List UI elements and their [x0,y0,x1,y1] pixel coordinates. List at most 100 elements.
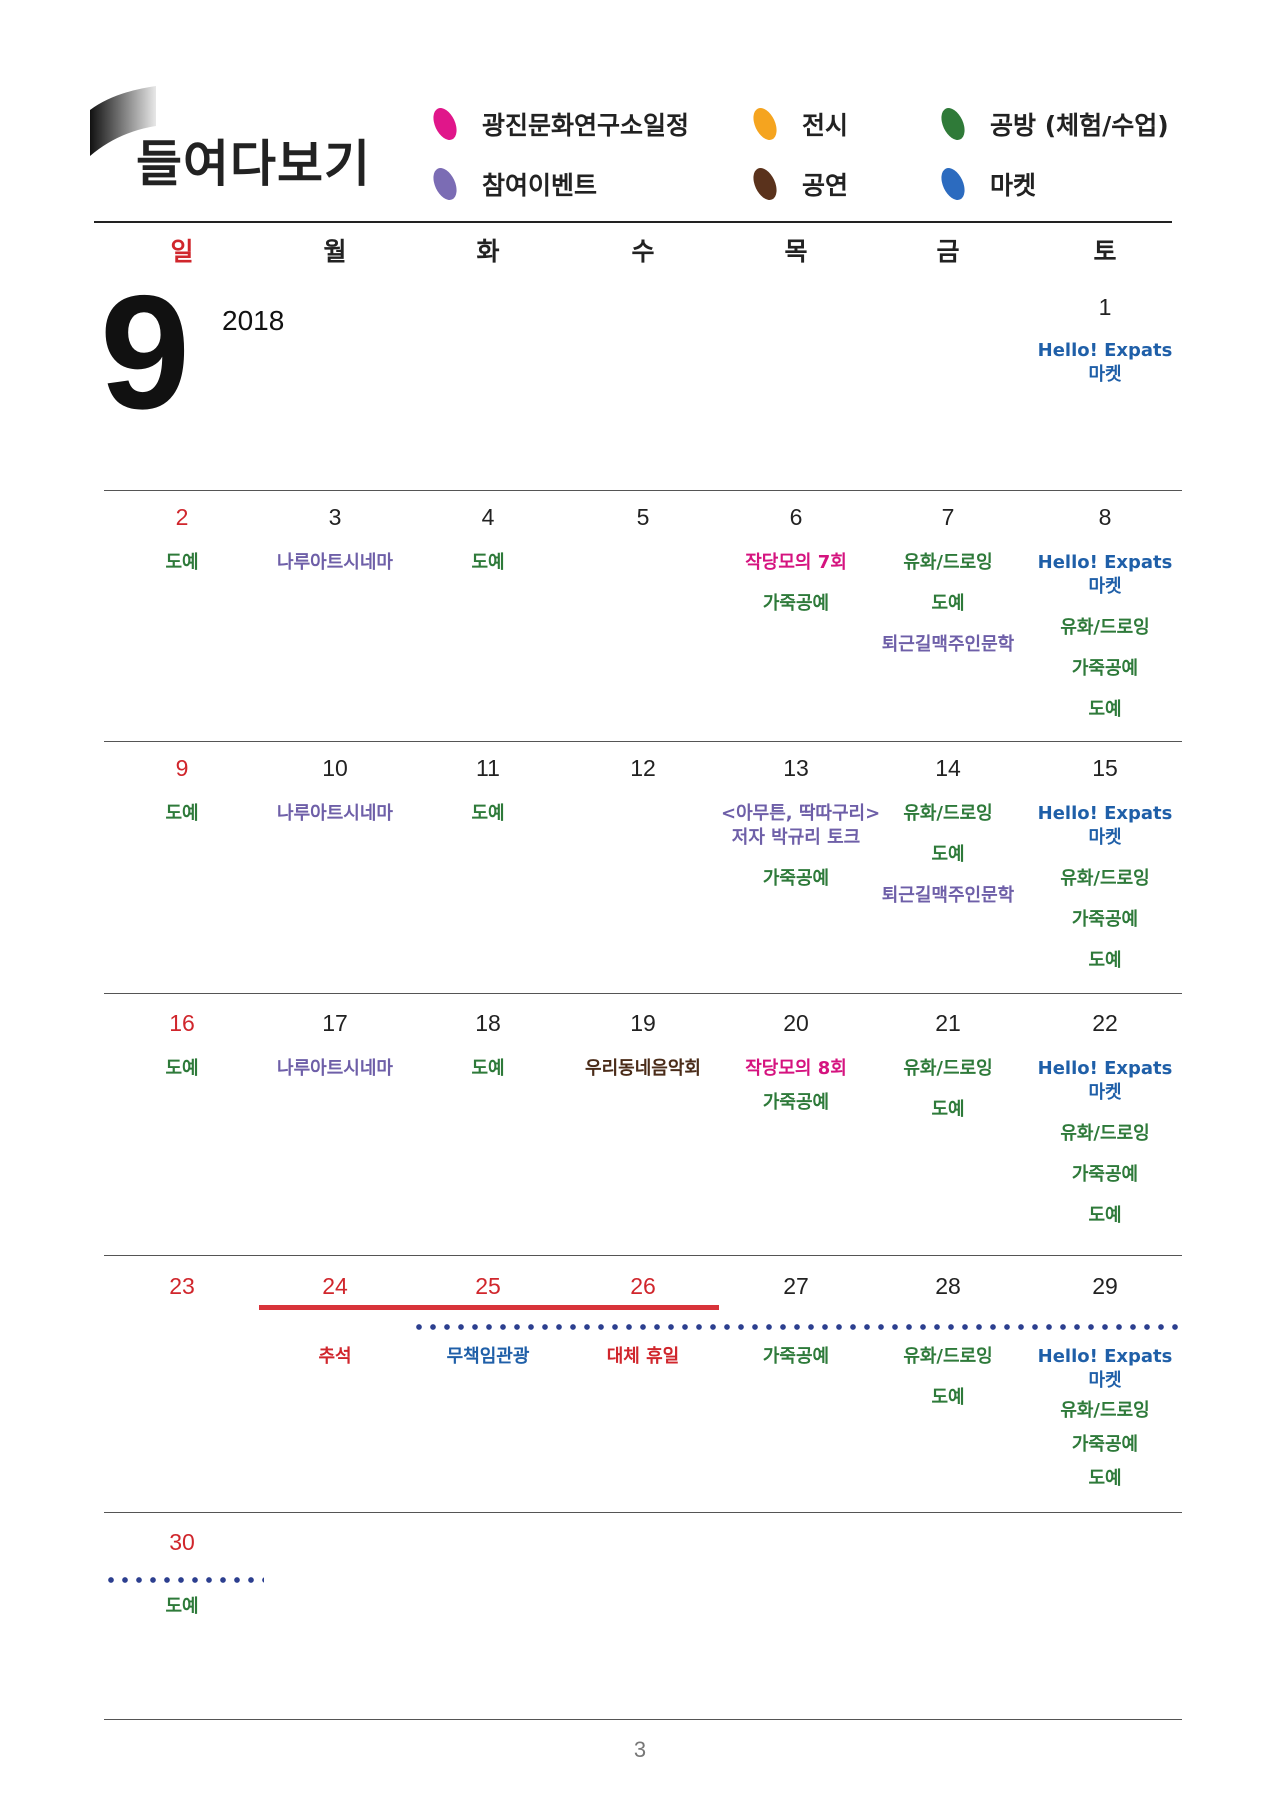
event-painting: 유화/드로잉 [903,552,993,573]
event-painting: 유화/드로잉 [1060,1123,1150,1144]
day-cell-1: 1 Hello! Expats 마켓 [1030,292,1180,405]
day-number: 17 [322,1010,348,1036]
day-cell-17: 17 나루아트시네마 [260,1008,410,1099]
day-number: 14 [935,755,961,781]
event-humanities: 퇴근길맥주인문학 [881,634,1015,655]
day-cell-6: 6 작당모의 7회 가죽공예 [721,502,871,634]
weekday-sat: 토 [1093,237,1117,266]
day-cell-10: 10 나루아트시네마 [260,753,410,844]
day-number: 28 [935,1273,961,1299]
event-pottery: 도예 [931,593,965,614]
day-number: 6 [789,504,803,530]
weekday-thu: 목 [784,237,808,266]
day-cell-22: 22 Hello! Expats 마켓 유화/드로잉 가죽공예 도예 [1030,1008,1180,1246]
day-number: 27 [783,1273,809,1299]
legend-item-exhibition: 전시 [752,104,848,144]
day-number: 10 [322,755,348,781]
day-number: 20 [783,1010,809,1036]
event-author-talk: <아무튼, 딱따구리> [721,803,881,824]
event-pottery: 도예 [1088,1468,1122,1489]
event-free-admission: 무책임관광 [446,1346,530,1367]
event-painting: 유화/드로잉 [903,1058,993,1079]
event-pottery: 도예 [471,552,505,573]
day-cell-28: 28 유화/드로잉 도예 [873,1271,1023,1428]
month-number: 9 [100,262,191,443]
day-cell-18: 18 도예 [413,1008,563,1099]
day-number: 30 [169,1529,195,1555]
day-cell-5: 5 [568,502,718,532]
event-pottery: 도예 [165,1596,199,1617]
day-cell-26: 26 대체 휴일 [568,1271,718,1387]
legend-item-event: 참여이벤트 [432,164,597,204]
day-number: 16 [169,1010,195,1036]
day-cell-3: 3 나루아트시네마 [260,502,410,593]
blue-leaf-icon [941,168,965,200]
event-writer: 작당모의 8회 [745,1058,847,1079]
day-cell-16: 16 도예 [107,1008,257,1099]
day-cell-4: 4 도예 [413,502,563,593]
row-divider [104,993,1182,994]
event-leather: 가죽공예 [1071,1434,1139,1455]
event-author-talk: 저자 박규리 토크 [731,827,861,848]
day-number: 23 [169,1273,195,1299]
year-label: 2018 [222,305,285,336]
weekday-sun: 일 [170,237,194,266]
day-number: 1 [1098,294,1112,320]
day-number: 7 [941,504,955,530]
event-market: Hello! Expats [1037,552,1173,573]
event-pottery: 도예 [931,1099,965,1120]
event-substitute-holiday: 대체 휴일 [606,1346,680,1367]
page-title: 들여다보기 [136,134,371,193]
event-market: 마켓 [1088,1082,1122,1103]
row-divider [104,490,1182,491]
legend-item-workshop: 공방 (체험/수업) [940,104,1169,144]
event-pottery: 도예 [471,1058,505,1079]
day-cell-9: 9 도예 [107,753,257,844]
event-pottery: 도예 [165,1058,199,1079]
day-cell-30: 30 도예 [107,1527,257,1637]
legend-label: 마켓 [990,171,1037,200]
event-market: Hello! Expats [1037,1346,1173,1367]
event-pottery: 도예 [931,1387,965,1408]
event-pottery: 도예 [1088,950,1122,971]
green-leaf-icon [941,108,965,140]
event-cinema: 나루아트시네마 [277,803,393,824]
event-market: 마켓 [1088,576,1122,597]
dotted-period-line [104,1577,264,1583]
legend-item-lab: 광진문화연구소일정 [432,104,689,144]
event-chuseok: 추석 [318,1346,352,1367]
legend-item-performance: 공연 [752,164,848,204]
event-cinema: 나루아트시네마 [277,552,393,573]
day-number: 2 [175,504,189,530]
day-cell-27: 27 가죽공예 [721,1271,871,1387]
event-leather: 가죽공예 [762,1346,830,1367]
weekday-mon: 월 [323,237,347,266]
event-painting: 유화/드로잉 [1060,868,1150,889]
legend-label: 광진문화연구소일정 [482,111,690,140]
legend-label: 공연 [802,171,849,200]
event-market: Hello! Expats [1037,340,1173,361]
day-number: 12 [630,755,656,781]
event-painting: 유화/드로잉 [1060,617,1150,638]
holiday-period-bar [259,1305,719,1310]
day-cell-7: 7 유화/드로잉 도예 퇴근길맥주인문학 [873,502,1023,675]
pink-leaf-icon [433,108,457,140]
event-leather: 가죽공예 [1071,1164,1139,1185]
legend-label: 전시 [802,111,849,140]
day-number: 19 [630,1010,656,1036]
brown-leaf-icon [753,168,777,200]
day-cell-8: 8 Hello! Expats 마켓 유화/드로잉 가죽공예 도예 [1030,502,1180,740]
day-number: 18 [475,1010,501,1036]
event-writer: 작당모의 7회 [745,552,847,573]
event-leather: 가죽공예 [762,1092,830,1113]
event-pottery: 도예 [1088,1205,1122,1226]
day-cell-14: 14 유화/드로잉 도예 퇴근길맥주인문학 [873,753,1023,926]
event-painting: 유화/드로잉 [1060,1400,1150,1421]
bottom-divider [104,1719,1182,1720]
day-number: 15 [1092,755,1118,781]
event-cinema: 나루아트시네마 [277,1058,393,1079]
day-number: 26 [630,1273,656,1299]
row-divider [104,1512,1182,1513]
legend-item-market: 마켓 [940,164,1036,204]
event-market: Hello! Expats [1037,803,1173,824]
